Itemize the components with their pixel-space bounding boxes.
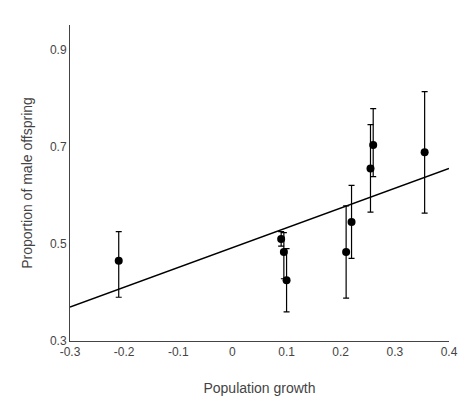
svg-text:0.3: 0.3 [50, 334, 67, 348]
svg-text:0.7: 0.7 [50, 140, 67, 154]
svg-text:0.2: 0.2 [332, 345, 349, 359]
svg-text:-0.3: -0.3 [60, 345, 81, 359]
svg-text:-0.1: -0.1 [168, 345, 189, 359]
svg-text:0.9: 0.9 [50, 43, 67, 57]
svg-text:Proportion of male offspring: Proportion of male offspring [19, 97, 35, 269]
svg-text:0.1: 0.1 [278, 345, 295, 359]
svg-text:Population growth: Population growth [203, 380, 315, 396]
svg-text:-0.2: -0.2 [114, 345, 135, 359]
svg-text:0.5: 0.5 [50, 237, 67, 251]
svg-text:0: 0 [229, 345, 236, 359]
svg-text:0.4: 0.4 [441, 345, 458, 359]
svg-text:0.3: 0.3 [387, 345, 404, 359]
